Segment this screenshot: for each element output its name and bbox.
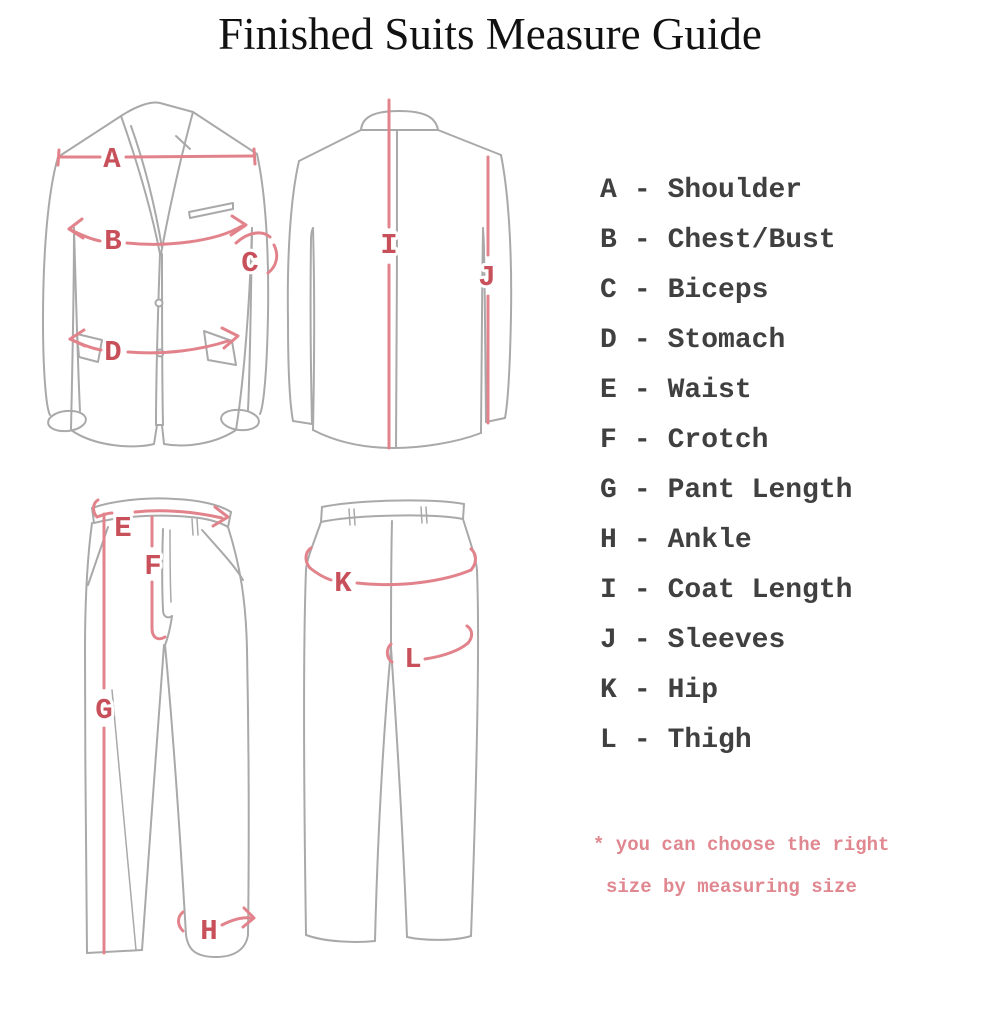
legend-letter: E — [600, 374, 617, 406]
legend-row: J - Sleeves — [600, 615, 852, 665]
legend-row: B - Chest/Bust — [600, 215, 852, 265]
legend-letter: K — [600, 674, 617, 706]
pants-front-outline — [84, 497, 250, 958]
legend-letter: J — [600, 624, 617, 656]
page-title: Finished Suits Measure Guide — [218, 9, 762, 59]
marker-J: J — [478, 261, 495, 294]
legend-row: L - Thigh — [600, 715, 852, 765]
legend-letter: G — [600, 474, 617, 506]
legend-letter: D — [600, 324, 617, 356]
legend-row: G - Pant Length — [600, 465, 852, 515]
pants-back-diagram: K L — [303, 499, 480, 943]
legend-separator: - — [633, 274, 651, 306]
legend-label: Ankle — [667, 524, 752, 556]
legend-label: Biceps — [667, 274, 769, 306]
jacket-front-measure-lines — [56, 147, 279, 355]
jacket-back-outline — [286, 110, 513, 449]
note-line-1: * you can choose the right — [593, 834, 890, 856]
marker-L: L — [404, 643, 421, 676]
legend-separator: - — [633, 324, 651, 356]
legend-label: Crotch — [667, 424, 769, 456]
marker-H: H — [200, 915, 217, 948]
marker-A: A — [103, 143, 121, 176]
legend-separator: - — [633, 424, 651, 456]
marker-D: D — [104, 336, 121, 369]
marker-G: G — [95, 694, 112, 727]
jacket-back-measure-lines — [387, 98, 490, 450]
legend-letter: C — [600, 274, 617, 306]
legend: A - Shoulder B - Chest/Bust C - Biceps D - Stoma… — [600, 165, 852, 765]
legend-separator: - — [633, 224, 651, 256]
marker-C: C — [241, 247, 258, 280]
legend-label: Sleeves — [667, 624, 786, 656]
legend-letter: L — [600, 724, 617, 756]
legend-label: Thigh — [667, 724, 752, 756]
legend-separator: - — [633, 174, 651, 206]
legend-letter: I — [600, 574, 617, 606]
marker-I: I — [380, 229, 397, 262]
legend-separator: - — [633, 674, 651, 706]
legend-letter: F — [600, 424, 617, 456]
legend-row: E - Waist — [600, 365, 852, 415]
legend-row: F - Crotch — [600, 415, 852, 465]
legend-row: K - Hip — [600, 665, 852, 715]
pants-front-diagram: E F G H — [84, 497, 256, 958]
legend-separator: - — [633, 374, 651, 406]
legend-separator: - — [633, 724, 651, 756]
legend-row: C - Biceps — [600, 265, 852, 315]
legend-separator: - — [633, 474, 651, 506]
legend-row: H - Ankle — [600, 515, 852, 565]
legend-letter: H — [600, 524, 617, 556]
pants-back-measure-lines — [304, 546, 477, 664]
pants-front-measure-lines — [92, 498, 256, 955]
legend-label: Waist — [667, 374, 752, 406]
jacket-back-diagram: I J — [286, 98, 513, 450]
legend-row: D - Stomach — [600, 315, 852, 365]
legend-row: I - Coat Length — [600, 565, 852, 615]
size-note: * you can choose the right size by measu… — [593, 824, 889, 908]
legend-letter: B — [600, 224, 617, 256]
legend-row: A - Shoulder — [600, 165, 852, 215]
legend-separator: - — [633, 624, 651, 656]
legend-separator: - — [633, 574, 651, 606]
legend-label: Stomach — [667, 324, 786, 356]
legend-label: Coat Length — [667, 574, 853, 606]
marker-K: K — [334, 567, 352, 600]
marker-F: F — [144, 550, 161, 583]
marker-B: B — [104, 225, 121, 258]
jacket-front-diagram: A B C D — [42, 101, 279, 448]
legend-separator: - — [633, 524, 651, 556]
legend-label: Hip — [667, 674, 719, 706]
marker-E: E — [114, 512, 131, 545]
legend-label: Pant Length — [667, 474, 853, 506]
jacket-front-outline — [42, 101, 270, 448]
legend-letter: A — [600, 174, 617, 206]
legend-label: Shoulder — [667, 174, 803, 206]
legend-label: Chest/Bust — [667, 224, 836, 256]
pants-back-outline — [303, 499, 480, 943]
note-line-2: size by measuring size — [606, 876, 857, 898]
